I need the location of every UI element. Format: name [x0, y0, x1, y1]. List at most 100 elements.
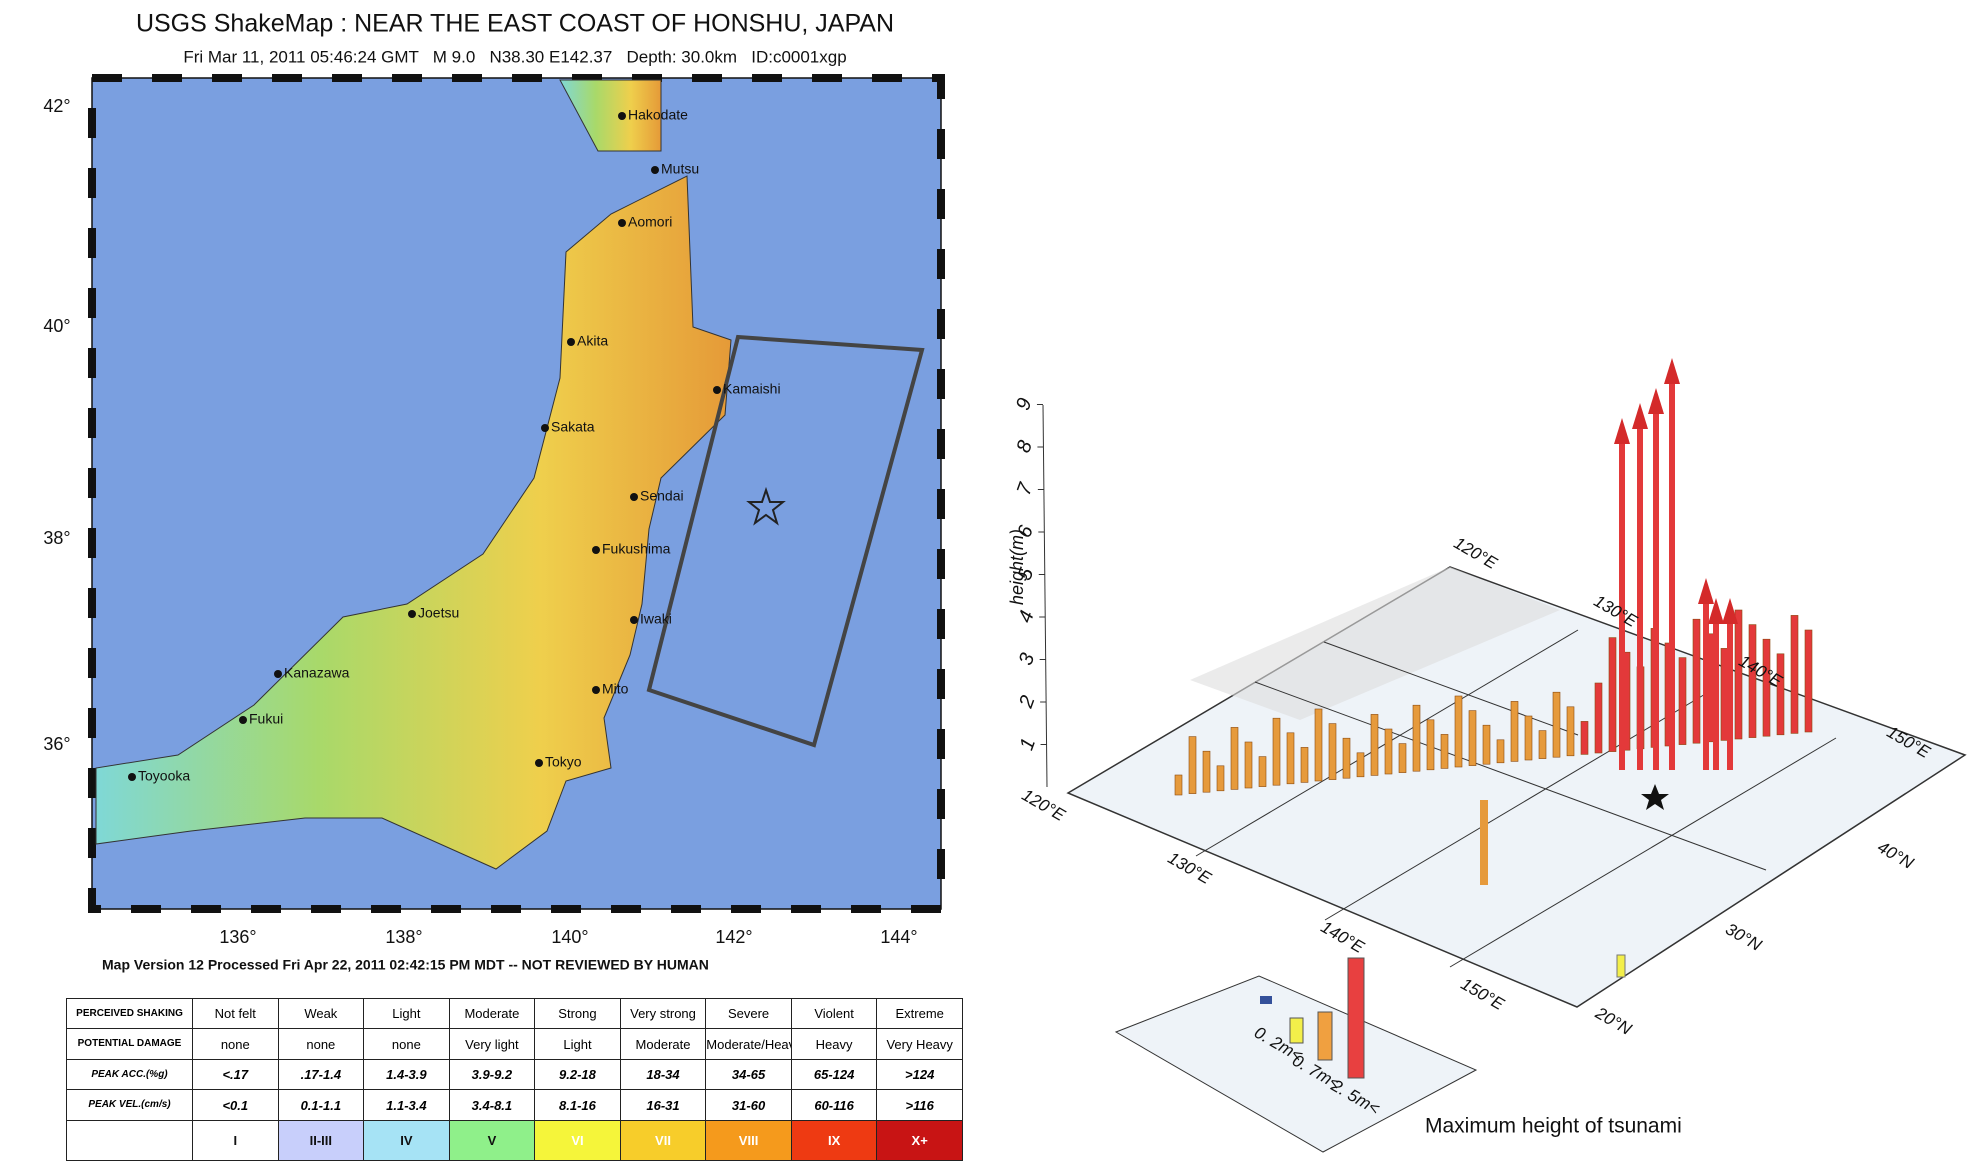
city-label: Joetsu	[418, 605, 459, 621]
rupture-box	[646, 334, 925, 748]
lon-label: 140°	[551, 927, 588, 947]
arrow-shaft	[1727, 620, 1733, 770]
row-label: POTENTIAL DAMAGE	[66, 1028, 193, 1060]
bar-shape	[1230, 727, 1239, 790]
city-label: Aomori	[628, 214, 672, 230]
bar-shape	[1790, 615, 1799, 734]
cell: 8.1-16	[534, 1089, 621, 1121]
legend-swatch	[1317, 1011, 1333, 1061]
height-tick-label: 9	[1012, 395, 1036, 413]
land	[95, 175, 732, 870]
height-tick-label: 8	[1012, 438, 1036, 456]
land-shade	[1190, 567, 1560, 720]
bar-shape	[1412, 704, 1421, 772]
lat-label: 38°	[43, 528, 70, 548]
cell: Moderate	[448, 997, 536, 1030]
city-dot	[541, 424, 549, 432]
bar-shape	[1748, 624, 1757, 738]
bar-shape	[1720, 648, 1729, 741]
grid	[1323, 641, 1579, 736]
table-row: PEAK VEL.(cm/s) <0.1 0.1-1.1 1.1-3.4 3.4-8.1…	[66, 1089, 963, 1121]
cell: 18-34	[619, 1058, 707, 1091]
bar-shape	[1328, 723, 1337, 780]
bar-shape	[1202, 750, 1211, 793]
cell: .17-1.4	[277, 1058, 365, 1091]
cell: 60-116	[790, 1089, 878, 1121]
cell: Very Heavy	[876, 1028, 963, 1060]
cell: Severe	[705, 997, 792, 1030]
cell: Very light	[448, 1028, 536, 1060]
bar-shape	[1188, 736, 1197, 794]
arrow-shaft	[1669, 380, 1675, 770]
bar-shape	[1258, 756, 1267, 787]
cell: IV	[363, 1119, 450, 1162]
row-label: PEAK VEL.(cm/s)	[66, 1089, 193, 1121]
height-tick-label: 4	[1014, 608, 1038, 626]
bar-shape	[1496, 739, 1505, 764]
tsunami-platform	[1066, 566, 1967, 1008]
cell: 9.2-18	[534, 1058, 621, 1091]
lat-label: 40°	[43, 316, 70, 336]
cell: Strong	[534, 997, 621, 1030]
city-dot	[535, 759, 543, 767]
bar-shape	[1734, 609, 1743, 740]
cell: 3.9-9.2	[448, 1058, 536, 1091]
table-row: PEAK ACC.(%g) <.17.17-1.4 1.4-3.9 3.9-9.2 9.…	[66, 1058, 963, 1091]
cell: Moderate/Heavy	[705, 1028, 792, 1060]
bar-shape	[1216, 765, 1225, 792]
cell: VII	[619, 1119, 707, 1162]
grid	[1254, 681, 1767, 871]
cell: Weak	[277, 997, 365, 1030]
bar-shape	[1580, 721, 1589, 755]
cell: VIII	[705, 1119, 792, 1162]
height-axis	[1042, 404, 1048, 788]
bar-shape	[1482, 724, 1491, 765]
map-title: USGS ShakeMap : NEAR THE EAST COAST OF H…	[136, 10, 894, 38]
bar-shape	[1398, 743, 1407, 773]
table-row: POTENTIAL DAMAGE none none none Very light Li…	[66, 1028, 963, 1060]
city-dot	[713, 386, 721, 394]
bar-shape	[1244, 741, 1253, 789]
cell: Moderate	[619, 1028, 707, 1060]
city-label: Kanazawa	[284, 665, 350, 681]
city-dot	[630, 616, 638, 624]
city-label: Fukushima	[602, 541, 671, 557]
cell: 65-124	[790, 1058, 878, 1091]
cell: <.17	[192, 1058, 279, 1091]
lon-label: 142°	[715, 927, 752, 947]
cell: Very strong	[619, 997, 707, 1030]
arrow-shaft	[1653, 410, 1659, 770]
legend-box	[1114, 975, 1478, 1153]
city-label: Iwaki	[640, 611, 672, 627]
cell: Violent	[790, 997, 878, 1030]
map-labels: 136° 138° 140° 142° 144° 42° 40° 38° 36° Hakodate…	[43, 96, 917, 947]
bar-shape	[1342, 737, 1351, 779]
map-subtitle: Fri Mar 11, 2011 05:46:24 GMT M 9.0 N38.…	[183, 47, 846, 66]
bar-shape	[1510, 701, 1519, 762]
cell: IX	[790, 1119, 878, 1162]
arrow-shaft	[1637, 425, 1643, 770]
city-label: Mutsu	[661, 161, 699, 177]
tsunami-bars	[1174, 358, 1813, 978]
bar-shape	[1566, 706, 1575, 757]
grid	[1449, 737, 1837, 968]
lon-label: 120°E	[1019, 785, 1069, 825]
lon-label: 136°	[219, 927, 256, 947]
cell: Light	[363, 997, 450, 1030]
axis-label: height(m)	[1007, 529, 1027, 605]
city-dot	[239, 716, 247, 724]
cell: Light	[534, 1028, 621, 1060]
city-dot	[618, 112, 626, 120]
bar-shape	[1804, 629, 1813, 733]
bar-shape	[1356, 752, 1365, 778]
cell: 1.4-3.9	[363, 1058, 450, 1091]
arrow-head	[1648, 388, 1664, 414]
cell: 31-60	[705, 1089, 792, 1121]
cell: Not felt	[192, 997, 279, 1030]
city-dot	[651, 166, 659, 174]
lat-label: 20°N	[1591, 1003, 1635, 1039]
city-dot	[274, 670, 282, 678]
legend-swatch	[1347, 957, 1365, 1079]
lon-label: 138°	[385, 927, 422, 947]
table-row: PERCEIVED SHAKING Not felt Weak Light Modera…	[66, 997, 963, 1030]
